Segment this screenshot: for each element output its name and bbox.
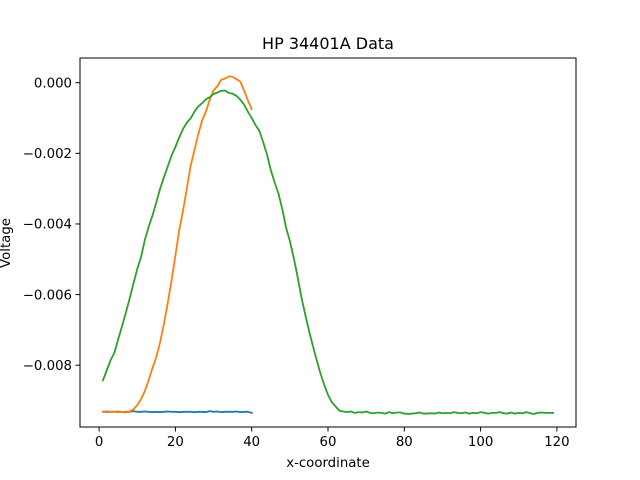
x-tick-label: 0 xyxy=(95,435,103,450)
x-tick-label: 120 xyxy=(544,435,569,450)
x-axis-label: x-coordinate xyxy=(286,456,370,471)
series-layer xyxy=(101,75,555,415)
y-axis-label: Voltage xyxy=(0,218,14,268)
plot-background xyxy=(80,58,576,427)
x-axis: 0 20 40 60 80 100 120 xyxy=(95,427,570,450)
series-line-3 xyxy=(101,89,555,415)
x-tick-label: 40 xyxy=(243,435,260,450)
y-tick-label: −0.008 xyxy=(23,359,72,374)
x-tick-label: 20 xyxy=(167,435,184,450)
x-tick-label: 80 xyxy=(396,435,413,450)
y-tick-label: −0.004 xyxy=(23,218,72,233)
series-line-2 xyxy=(101,75,253,414)
y-tick-label: −0.002 xyxy=(23,147,72,162)
plot-area xyxy=(79,57,577,428)
x-tick-label: 100 xyxy=(468,435,493,450)
x-tick-label: 60 xyxy=(320,435,337,450)
chart-title: HP 34401A Data xyxy=(262,34,394,53)
y-tick-label: −0.006 xyxy=(23,288,72,303)
y-axis: 0.000 −0.002 −0.004 −0.006 −0.008 xyxy=(23,76,80,374)
y-tick-label: 0.000 xyxy=(34,76,72,91)
